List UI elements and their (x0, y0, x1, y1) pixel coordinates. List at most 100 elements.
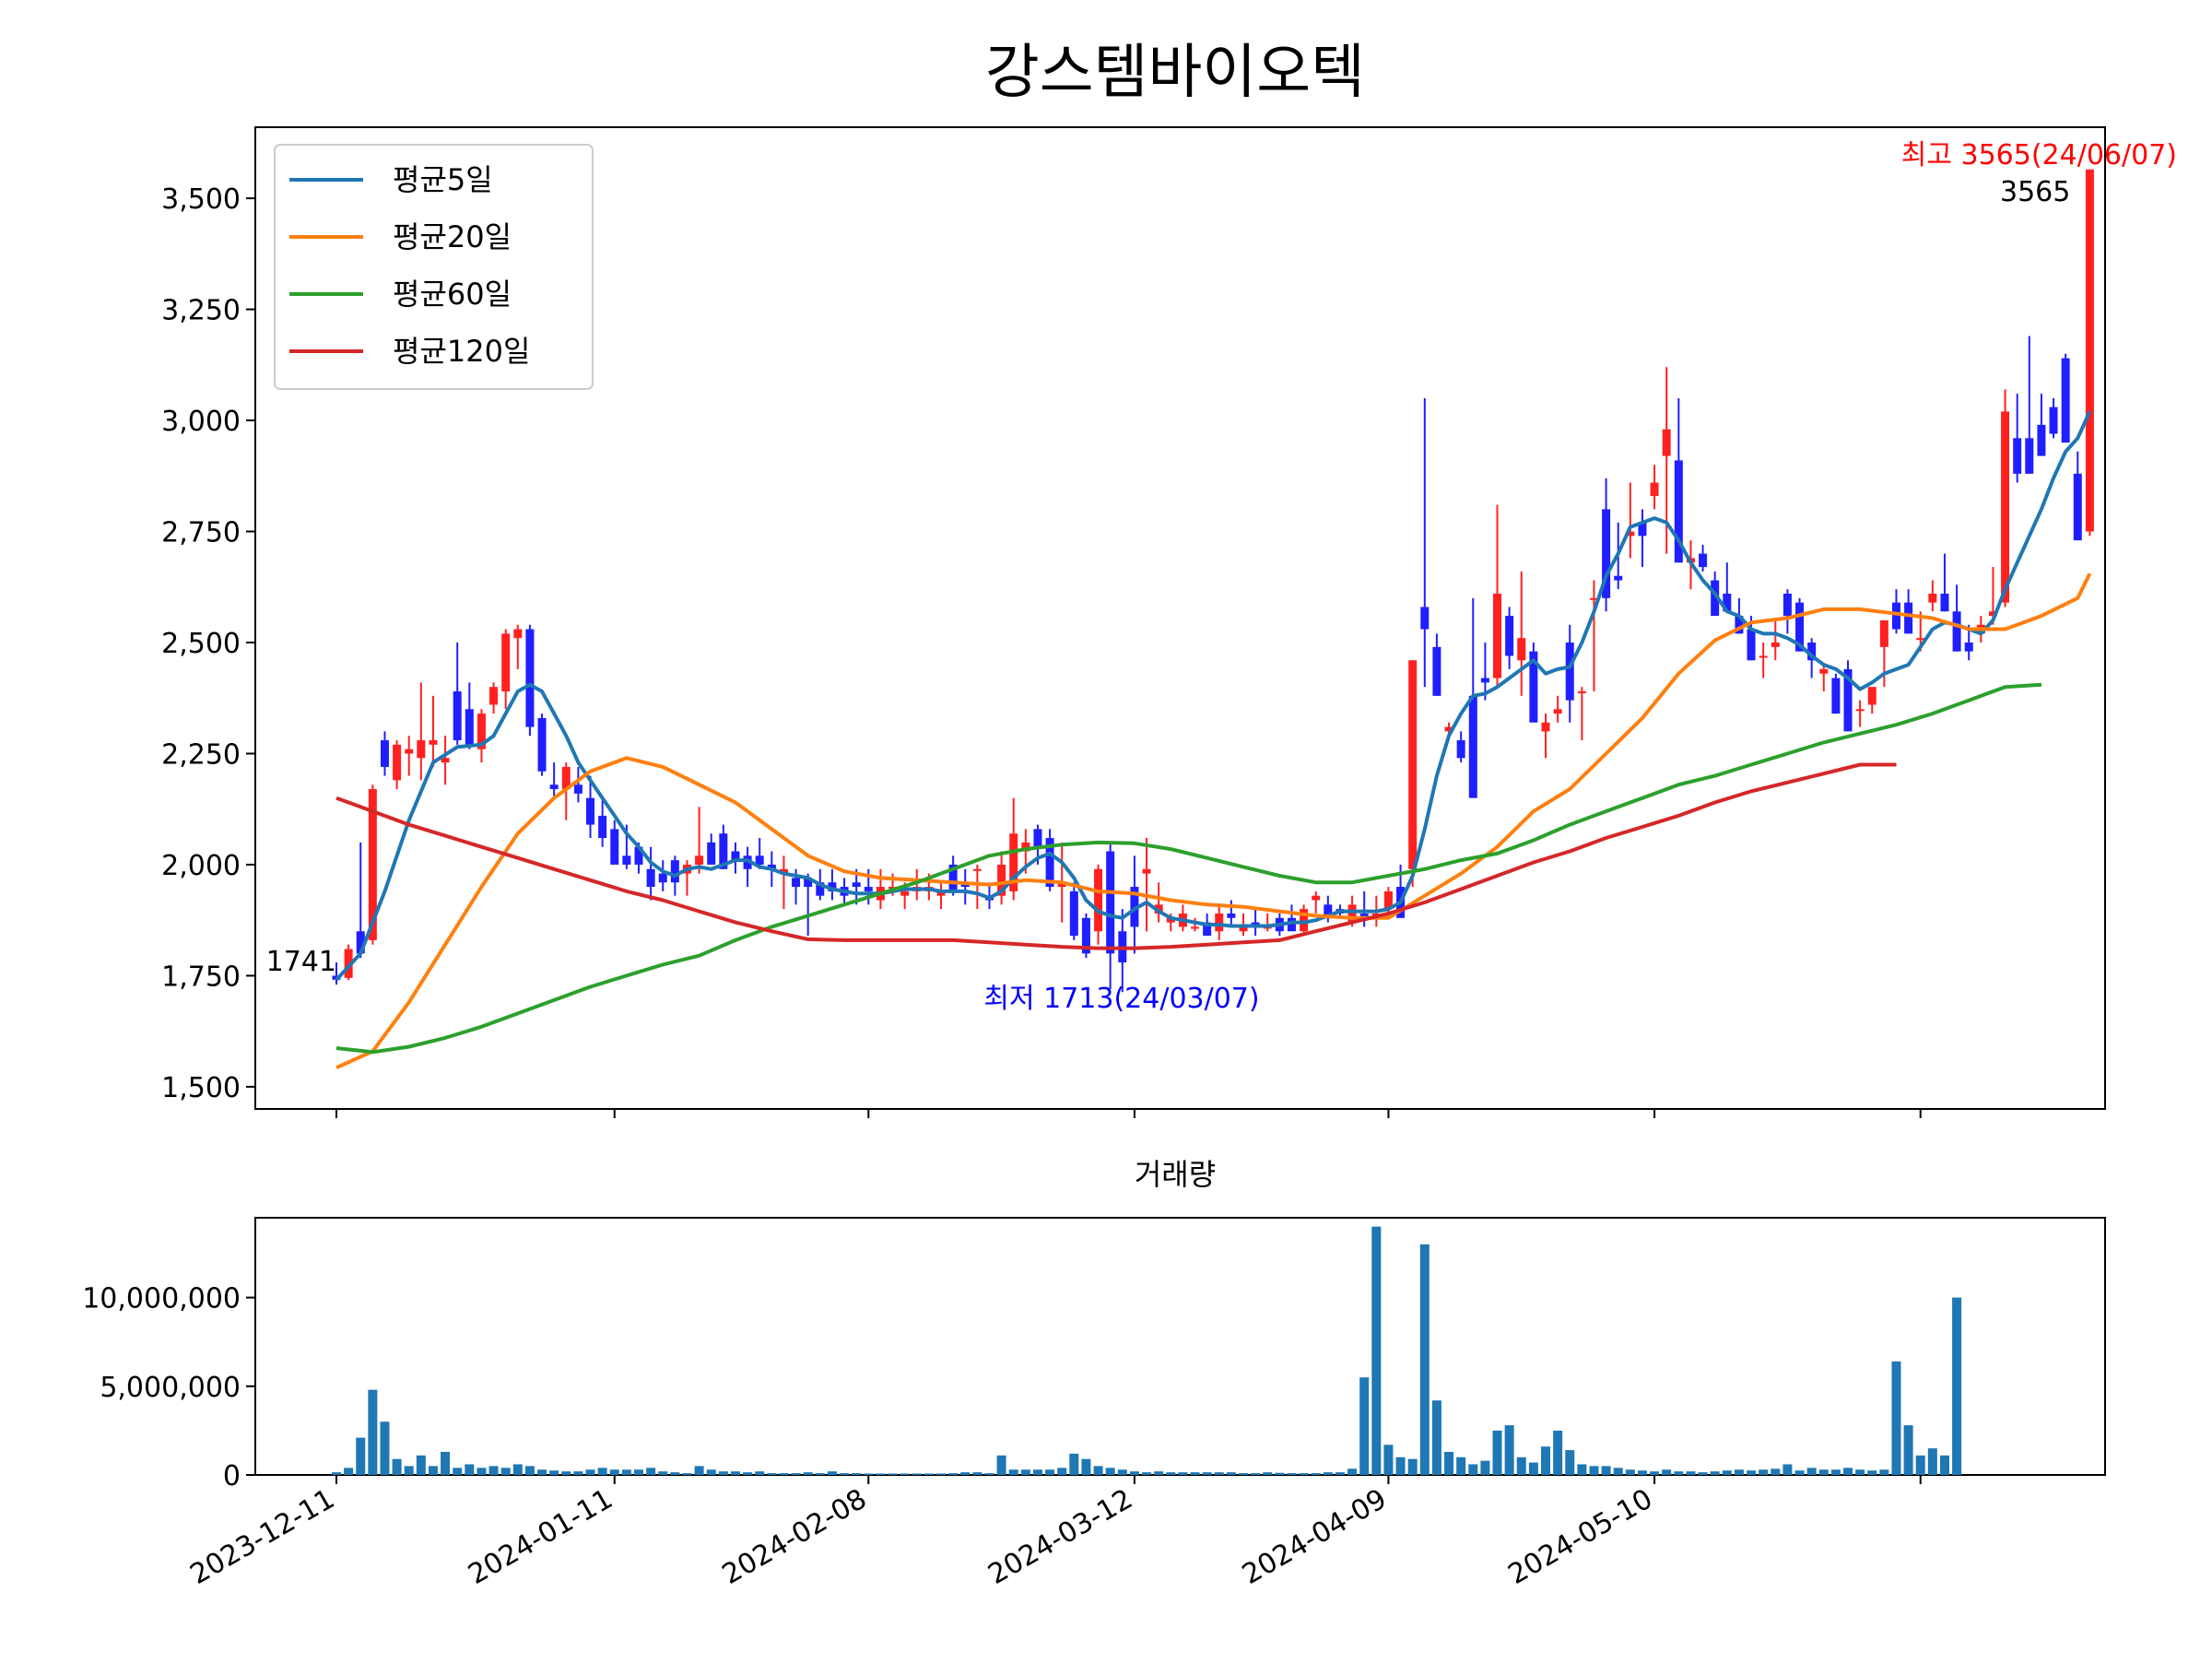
price-y-tick-label: 1,500 (161, 1072, 241, 1104)
candle-body (804, 878, 813, 888)
volume-bar (1142, 1472, 1152, 1475)
volume-bar (1431, 1400, 1441, 1475)
candle-body (767, 864, 776, 869)
volume-bar (368, 1389, 378, 1475)
candle-body (1952, 611, 1961, 652)
candle-body (429, 740, 438, 745)
volume-bar (1867, 1470, 1877, 1475)
candle-body (1517, 638, 1526, 661)
volume-bar (634, 1469, 643, 1475)
price-y-tick-label: 1,750 (161, 961, 241, 993)
volume-bar (876, 1473, 886, 1475)
volume-bar (1747, 1470, 1757, 1475)
candle-body (1300, 909, 1309, 932)
candle-body (1081, 917, 1090, 954)
candle-body (707, 842, 716, 865)
candle-body (1287, 917, 1296, 932)
candle-body (1674, 460, 1683, 563)
candle-body (1711, 580, 1720, 617)
candle-body (755, 855, 764, 865)
volume-bar (1287, 1473, 1297, 1475)
volume-bar (1565, 1450, 1575, 1475)
volume-bar (1419, 1244, 1430, 1475)
candle-body (1928, 593, 1937, 603)
volume-bar (936, 1473, 946, 1475)
candle-body (561, 766, 571, 790)
candle-body (1807, 643, 1817, 661)
volume-bar (706, 1469, 716, 1475)
volume-bar (1468, 1464, 1478, 1475)
volume-bar (453, 1468, 463, 1475)
price-y-tick-label: 2,500 (161, 628, 241, 660)
volume-bar (1093, 1466, 1103, 1475)
volume-bar (1553, 1430, 1563, 1475)
price-panel: 1,500 1,750 2,000 2,250 2,500 2,750 3,000 3,250… (161, 126, 2106, 1118)
candle-body (368, 789, 377, 940)
moving-average-line (335, 410, 2092, 982)
volume-bar (1625, 1469, 1635, 1475)
candle-body (900, 890, 910, 896)
volume-bar (1214, 1472, 1224, 1475)
volume-bar (1601, 1466, 1611, 1475)
volume-bar (597, 1468, 607, 1475)
volume-bar (477, 1468, 487, 1475)
candle-body (1904, 602, 1913, 634)
candle-body (610, 829, 619, 865)
max-price-label: 최고 3565(24/06/07) (1901, 139, 2177, 171)
candle-body (1456, 740, 1465, 759)
volume-bar (488, 1466, 499, 1475)
candle-body (1589, 597, 1598, 600)
candle-body (380, 740, 389, 767)
candle-body (1771, 643, 1780, 647)
volume-bar (1407, 1458, 1418, 1475)
volume-bar (1577, 1464, 1587, 1475)
candle-body (1203, 922, 1212, 937)
volume-y-tick-label: 10,000,000 (82, 1283, 241, 1315)
candle-body (2001, 411, 2010, 603)
volume-bar (694, 1466, 704, 1475)
candle-body (1142, 868, 1151, 874)
volume-bar (1081, 1458, 1091, 1475)
volume-bar (984, 1473, 994, 1475)
volume-bar (1299, 1473, 1309, 1475)
legend-label: 평균60일 (393, 277, 512, 312)
volume-bar (1662, 1469, 1672, 1475)
volume-bar (972, 1472, 982, 1475)
candle-body (1444, 726, 1453, 732)
volume-bar (1783, 1464, 1793, 1475)
volume-bar (1492, 1430, 1502, 1475)
candle-body (1130, 887, 1139, 927)
volume-bar (1843, 1468, 1853, 1475)
candle-body (816, 882, 825, 896)
candle-body (393, 744, 402, 781)
candle-body (1420, 607, 1430, 630)
volume-bar (1456, 1457, 1466, 1475)
price-y-tick-label: 2,750 (161, 517, 241, 549)
volume-bar (500, 1468, 511, 1475)
volume-bar (537, 1469, 547, 1475)
candle-body (1383, 890, 1393, 910)
candle-body (1009, 833, 1018, 891)
volume-bar (827, 1471, 837, 1475)
volume-bar (441, 1451, 451, 1475)
volume-bar (682, 1473, 692, 1475)
candle-body (1541, 722, 1550, 732)
candle-body (1783, 593, 1792, 617)
volume-bar (1818, 1469, 1829, 1475)
candle-body (1879, 619, 1888, 647)
volume-bar (670, 1472, 680, 1475)
price-y-tick-label: 2,250 (161, 738, 241, 771)
candle-body (1819, 668, 1829, 674)
price-y-tick-label: 3,500 (161, 183, 241, 216)
volume-bar (1879, 1469, 1889, 1475)
candle-body (670, 860, 679, 883)
candle-body (743, 855, 752, 869)
candle-body (525, 629, 535, 727)
legend-label: 평균120일 (393, 334, 530, 369)
volume-bar (1891, 1361, 1901, 1475)
volume-bar (1516, 1457, 1526, 1475)
volume-bar (1166, 1472, 1176, 1475)
volume-bar (1637, 1470, 1647, 1475)
